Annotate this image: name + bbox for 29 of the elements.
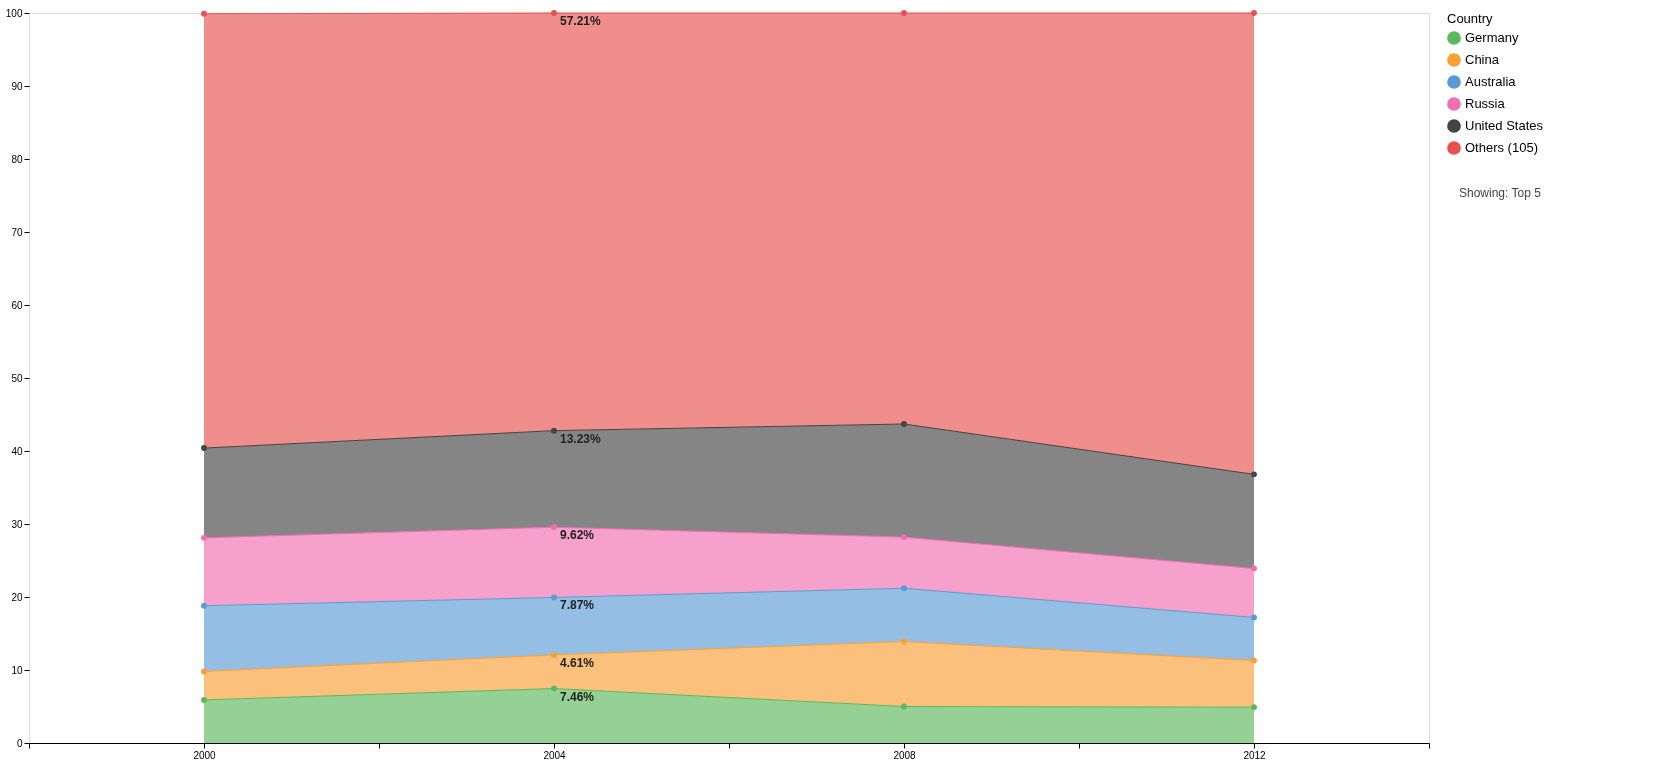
data-label: 7.46%: [560, 689, 595, 704]
y-tick-label: 0: [16, 737, 23, 749]
x-tick-label: 2008: [893, 749, 917, 761]
legend-label: Others (105): [1465, 140, 1538, 155]
y-tick-label: 70: [11, 226, 23, 238]
y-tick-label: 40: [11, 445, 23, 457]
legend-title: Country: [1447, 11, 1494, 26]
data-label: 4.61%: [560, 655, 595, 670]
data-label: 9.62%: [560, 528, 595, 543]
legend-label: Russia: [1465, 96, 1506, 111]
y-tick-label: 30: [11, 518, 23, 530]
data-label: 7.87%: [560, 598, 595, 613]
legend-label: United States: [1465, 118, 1544, 133]
y-tick-label: 80: [11, 153, 23, 165]
y-tick-label: 20: [11, 591, 23, 603]
legend-label: Germany: [1465, 30, 1519, 45]
data-label: 57.21%: [560, 14, 602, 28]
x-tick-label: 2012: [1243, 749, 1267, 761]
y-tick-label: 50: [11, 372, 23, 384]
legend-label: Australia: [1465, 74, 1517, 89]
data-label: 13.23%: [560, 431, 602, 446]
x-tick-label: 2004: [543, 749, 567, 761]
text: Showing: Top 5: [1459, 186, 1542, 200]
legend-label: China: [1465, 52, 1500, 67]
y-tick-label: 100: [5, 7, 23, 19]
x-tick-label: 2000: [193, 749, 217, 761]
y-tick-label: 60: [11, 299, 23, 311]
y-tick-label: 10: [11, 664, 23, 676]
y-tick-label: 90: [11, 80, 23, 92]
